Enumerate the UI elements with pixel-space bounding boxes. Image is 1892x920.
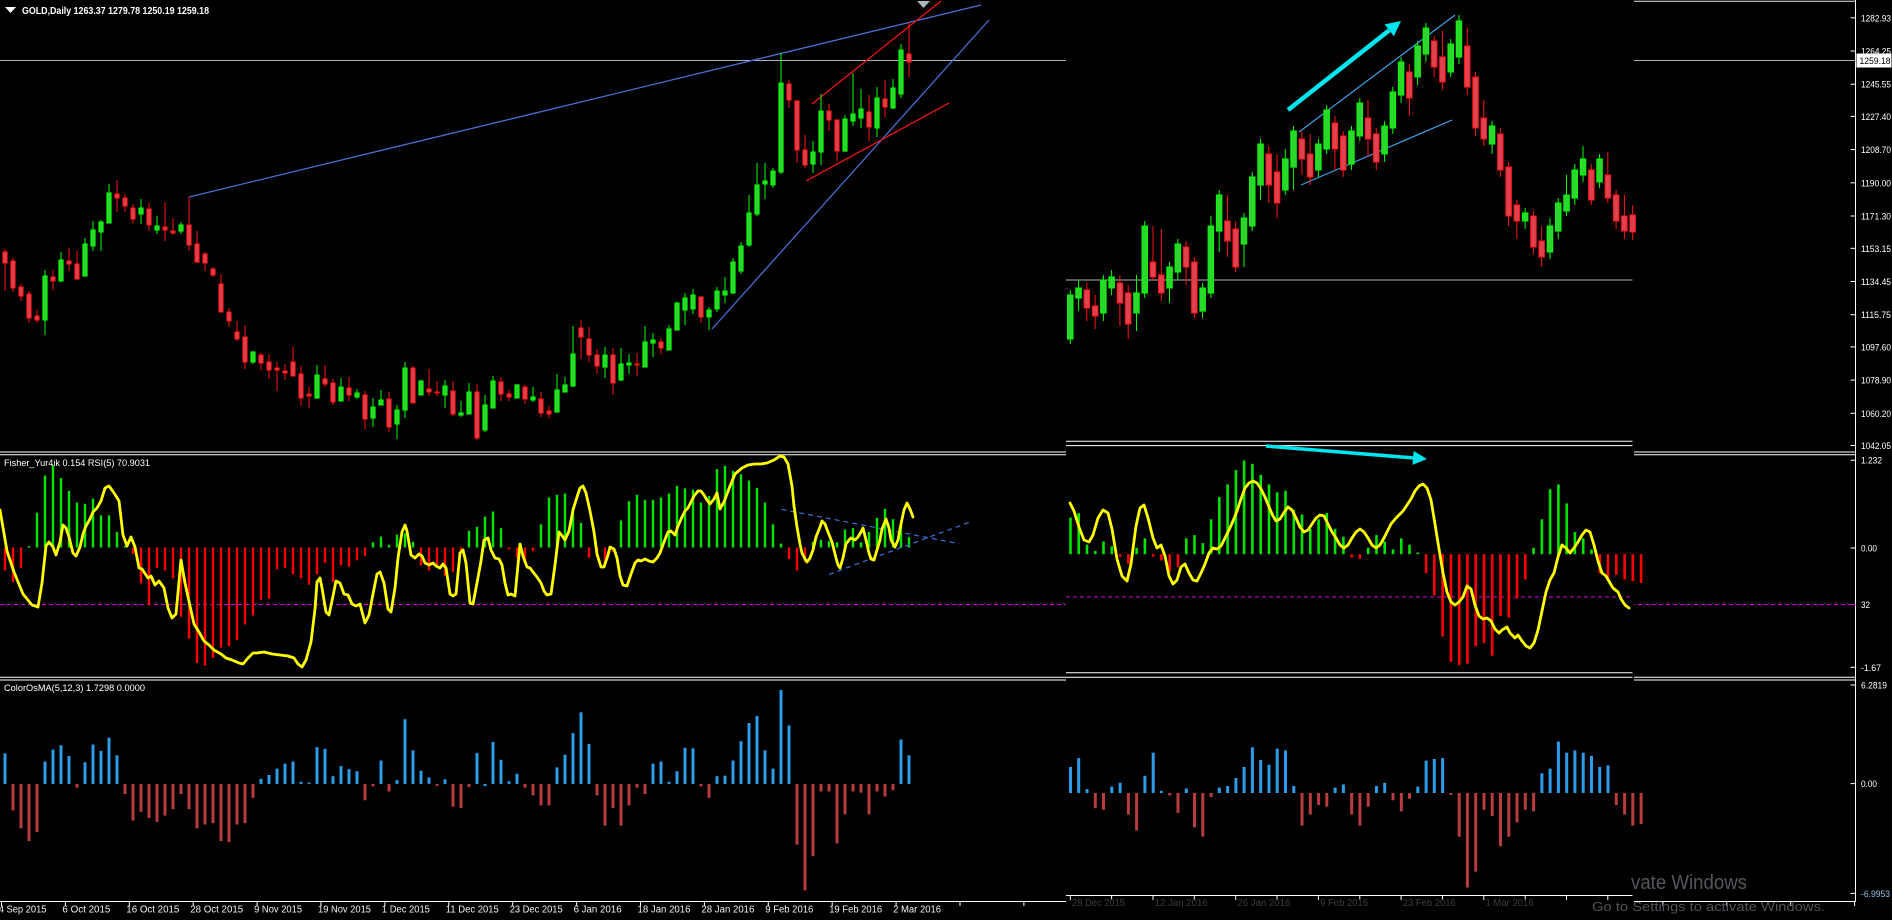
svg-text:1 Dec 2015: 1 Dec 2015 bbox=[382, 905, 430, 916]
svg-text:1282.93: 1282.93 bbox=[1861, 13, 1891, 23]
svg-text:1227.40: 1227.40 bbox=[1861, 112, 1891, 122]
svg-text:1060.20: 1060.20 bbox=[1861, 409, 1891, 419]
svg-text:26 Jan 2016: 26 Jan 2016 bbox=[1237, 898, 1290, 909]
svg-text:24 Sep 2015: 24 Sep 2015 bbox=[0, 905, 47, 916]
svg-text:1190.00: 1190.00 bbox=[1861, 178, 1891, 188]
svg-text:28 Oct 2015: 28 Oct 2015 bbox=[190, 905, 243, 916]
svg-text:6 Oct 2015: 6 Oct 2015 bbox=[62, 905, 110, 916]
svg-text:1115.75: 1115.75 bbox=[1861, 310, 1891, 320]
svg-text:19 Feb 2016: 19 Feb 2016 bbox=[829, 905, 882, 916]
svg-text:vate Windows: vate Windows bbox=[1631, 872, 1747, 894]
svg-text:1097.60: 1097.60 bbox=[1861, 342, 1891, 352]
svg-text:28 Dec 2015: 28 Dec 2015 bbox=[1072, 898, 1125, 909]
svg-text:1171.30: 1171.30 bbox=[1861, 212, 1891, 222]
svg-text:19 Nov 2015: 19 Nov 2015 bbox=[318, 905, 371, 916]
svg-text:23 Dec 2015: 23 Dec 2015 bbox=[510, 905, 563, 916]
svg-text:1259.18: 1259.18 bbox=[1860, 56, 1891, 67]
svg-text:-1.67: -1.67 bbox=[1861, 663, 1881, 673]
svg-text:9 Nov 2015: 9 Nov 2015 bbox=[254, 905, 302, 916]
svg-text:ColorOsMA(5,12,3) 1.7298 0.000: ColorOsMA(5,12,3) 1.7298 0.0000 bbox=[4, 683, 145, 694]
svg-text:1153.15: 1153.15 bbox=[1861, 244, 1891, 254]
svg-text:2 Mar 2016: 2 Mar 2016 bbox=[893, 905, 941, 916]
svg-text:6 Jan 2016: 6 Jan 2016 bbox=[574, 905, 622, 916]
svg-text:23 Feb 2016: 23 Feb 2016 bbox=[1403, 898, 1456, 909]
svg-text:18 Jan 2016: 18 Jan 2016 bbox=[638, 905, 691, 916]
svg-text:16 Oct 2015: 16 Oct 2015 bbox=[126, 905, 179, 916]
svg-text:1 Mar 2016: 1 Mar 2016 bbox=[1486, 898, 1534, 909]
svg-text:9 Feb 2016: 9 Feb 2016 bbox=[1320, 898, 1368, 909]
svg-text:0.00: 0.00 bbox=[1861, 544, 1877, 554]
svg-text:1.232: 1.232 bbox=[1861, 456, 1882, 466]
svg-text:6.2819: 6.2819 bbox=[1861, 681, 1887, 691]
svg-text:11 Dec 2015: 11 Dec 2015 bbox=[446, 905, 499, 916]
svg-text:1134.45: 1134.45 bbox=[1861, 277, 1891, 287]
svg-text:1042.05: 1042.05 bbox=[1861, 441, 1891, 451]
svg-text:32: 32 bbox=[1861, 600, 1870, 610]
svg-text:9 Feb 2016: 9 Feb 2016 bbox=[765, 905, 813, 916]
svg-text:0.00: 0.00 bbox=[1861, 779, 1877, 789]
svg-text:1208.70: 1208.70 bbox=[1861, 145, 1891, 155]
svg-text:1264.25: 1264.25 bbox=[1861, 47, 1891, 57]
svg-text:12 Jan 2016: 12 Jan 2016 bbox=[1155, 898, 1208, 909]
svg-text:GOLD,Daily 1263.37 1279.78 12: GOLD,Daily 1263.37 1279.78 1250.19 1259.… bbox=[22, 6, 209, 17]
svg-text:1245.55: 1245.55 bbox=[1861, 80, 1891, 90]
svg-text:1078.90: 1078.90 bbox=[1861, 376, 1891, 386]
svg-text:Go to Settings to activate Win: Go to Settings to activate Windows. bbox=[1592, 899, 1825, 914]
svg-text:28 Jan 2016: 28 Jan 2016 bbox=[701, 905, 754, 916]
svg-text:Fisher_Yur4ik 0.154 RSI(5) 70: Fisher_Yur4ik 0.154 RSI(5) 70.9031 bbox=[4, 458, 150, 469]
svg-text:-6.9953: -6.9953 bbox=[1861, 889, 1890, 899]
